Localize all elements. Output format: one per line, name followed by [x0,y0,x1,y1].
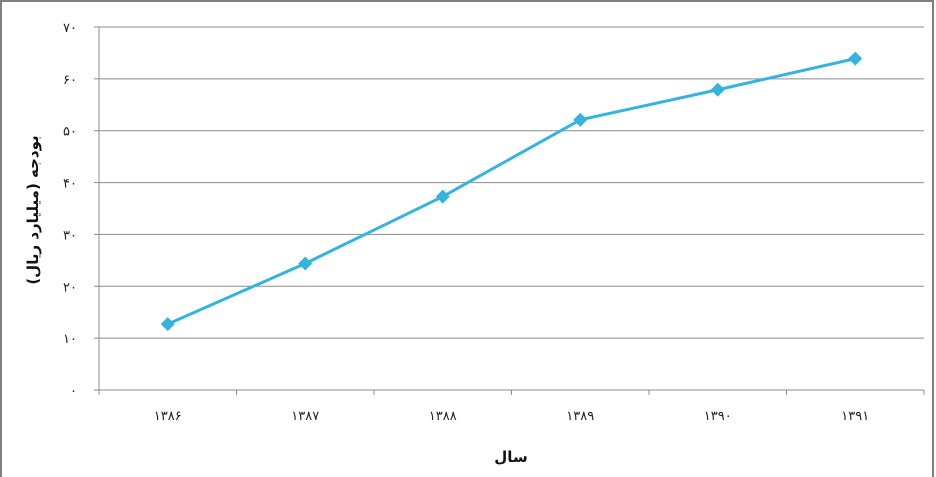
y-tick-label: ۴۰ [63,177,77,192]
y-tick-label: ۵۰ [63,125,77,140]
x-tick-label: ۱۳۸۷ [291,409,319,424]
y-tick-label: ۱۰ [63,332,77,347]
series-group [160,51,863,332]
x-tick-label: ۱۳۸۸ [429,409,457,424]
x-tick-label: ۱۳۹۱ [841,409,869,424]
x-tick-label: ۱۳۹۰ [704,409,732,424]
data-point-marker [435,189,450,204]
series-line [167,57,856,326]
y-tick-label: ۳۰ [63,228,77,243]
data-point-marker [710,82,725,97]
x-axis-title: سال [494,448,527,466]
data-point-marker [573,112,588,127]
gridlines [94,26,925,395]
y-tick-label: ۷۰ [63,21,77,36]
data-point-marker [160,317,175,332]
x-tick-labels: ۱۳۸۶ ۱۳۸۷ ۱۳۸۸ ۱۳۸۹ ۱۳۹۰ ۱۳۹۱ [154,409,869,424]
y-axis-title: بودجه (میلیارد ریال) [24,135,42,284]
x-tick-label: ۱۳۸۹ [566,409,594,424]
x-tick-label: ۱۳۸۶ [154,409,182,424]
y-tick-labels: ۰ ۱۰ ۲۰ ۳۰ ۴۰ ۵۰ ۶۰ ۷۰ [63,21,77,399]
data-point-marker [298,256,313,271]
data-point-marker [848,51,863,66]
axes [98,27,924,391]
y-tick-label: ۰ [70,384,77,399]
y-tick-label: ۶۰ [63,73,77,88]
y-tick-label: ۲۰ [63,280,77,295]
